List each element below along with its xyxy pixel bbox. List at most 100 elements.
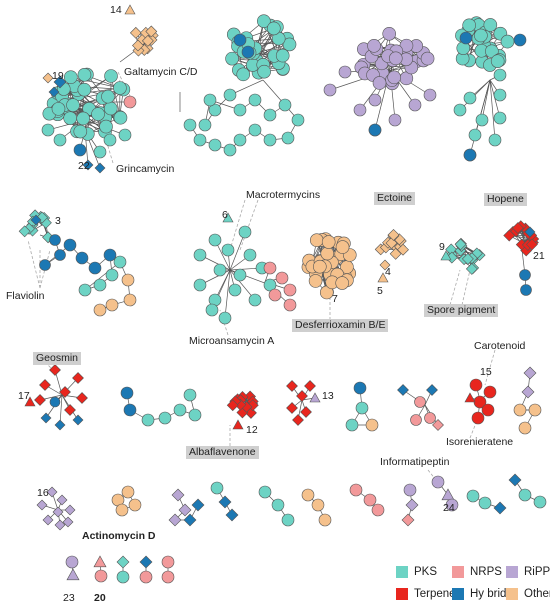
label-informatipeptin: Informatipeptin (380, 456, 450, 468)
network-node (533, 495, 547, 509)
label-carotenoid: Carotenoid (474, 340, 526, 352)
network-node (113, 255, 127, 269)
network-node (474, 28, 488, 43)
network-node (82, 159, 94, 171)
network-node (66, 98, 80, 112)
network-node (518, 421, 532, 435)
network-node (379, 259, 391, 271)
network-node (432, 419, 444, 431)
network-node (54, 419, 66, 431)
network-node (355, 401, 369, 415)
legend-swatch-hybrid (452, 588, 464, 600)
network-node (49, 396, 61, 408)
network-node (94, 569, 108, 583)
network-node (49, 234, 61, 246)
network-node (93, 303, 107, 317)
label-desferrioxamin: Desferrioxamin B/E (292, 319, 389, 332)
network-node (309, 233, 324, 248)
network-node (263, 108, 277, 122)
legend-item-pks: PKS (396, 565, 437, 579)
network-node (335, 240, 350, 254)
network-edge (489, 79, 501, 119)
network-node (236, 67, 251, 82)
network-node (267, 21, 281, 36)
network-node (24, 396, 36, 407)
network-node (441, 488, 455, 501)
network-node (320, 246, 335, 261)
network-node (88, 261, 102, 275)
network-node (48, 86, 60, 98)
network-node (291, 113, 305, 127)
network-node (296, 390, 308, 402)
network-node (222, 212, 234, 223)
network-node (382, 26, 397, 41)
network-node (282, 37, 297, 52)
network-node (141, 413, 155, 427)
network-node (263, 133, 277, 147)
network-node (463, 91, 477, 105)
network-node (228, 283, 242, 297)
cluster-number-3: 3 (55, 215, 61, 227)
network-node (311, 498, 325, 512)
network-node (113, 81, 127, 95)
network-node (141, 34, 154, 47)
network-node (493, 111, 507, 125)
network-node (304, 380, 316, 392)
network-node (524, 226, 536, 238)
cluster-number-24: 24 (443, 502, 455, 514)
network-node (483, 18, 498, 32)
network-node (423, 88, 437, 102)
network-node (168, 513, 182, 527)
network-edge (84, 261, 121, 291)
label-galtamycin: Galtamycin C/D (124, 66, 198, 78)
network-node (454, 238, 467, 251)
network-node (493, 68, 507, 82)
label-macrotermycins: Macrotermycins (246, 189, 321, 201)
cluster-number-22: 22 (78, 160, 90, 172)
network-node (410, 414, 422, 426)
network-node (263, 278, 277, 292)
network-node (523, 366, 537, 380)
network-node (526, 238, 538, 251)
network-node (387, 70, 401, 85)
network-node (91, 107, 105, 121)
network-node (66, 568, 80, 581)
network-node (500, 34, 515, 49)
network-node (321, 235, 336, 249)
cluster-number-15: 15 (480, 366, 492, 378)
network-node (161, 555, 175, 569)
network-node (257, 14, 271, 28)
network-node (193, 278, 207, 292)
network-node (233, 33, 247, 47)
network-node (65, 555, 79, 569)
network-node (478, 496, 492, 510)
label-ectoine: Ectoine (374, 192, 416, 205)
network-nodes (18, 4, 547, 584)
network-node (120, 386, 134, 400)
leader-line (39, 249, 51, 289)
network-node (238, 225, 252, 239)
label-microansamycin: Microansamycin A (189, 335, 275, 347)
network-node (459, 31, 473, 45)
network-node (371, 503, 385, 517)
network-node (30, 214, 42, 226)
network-node (101, 89, 115, 104)
network-node (42, 514, 54, 526)
network-node (345, 418, 359, 432)
network-node (301, 488, 315, 502)
network-node (248, 293, 262, 307)
network-node (40, 412, 52, 424)
network-node (191, 498, 205, 512)
network-node (286, 380, 298, 392)
network-node (221, 243, 235, 257)
cluster-number-6: 6 (222, 209, 228, 221)
network-node (513, 33, 527, 47)
network-node (420, 51, 435, 66)
network-node (503, 229, 516, 242)
network-node (76, 111, 90, 126)
network-node (208, 233, 222, 247)
leader-line (461, 269, 471, 306)
cluster-number-13: 13 (322, 390, 334, 402)
network-node (139, 555, 153, 569)
